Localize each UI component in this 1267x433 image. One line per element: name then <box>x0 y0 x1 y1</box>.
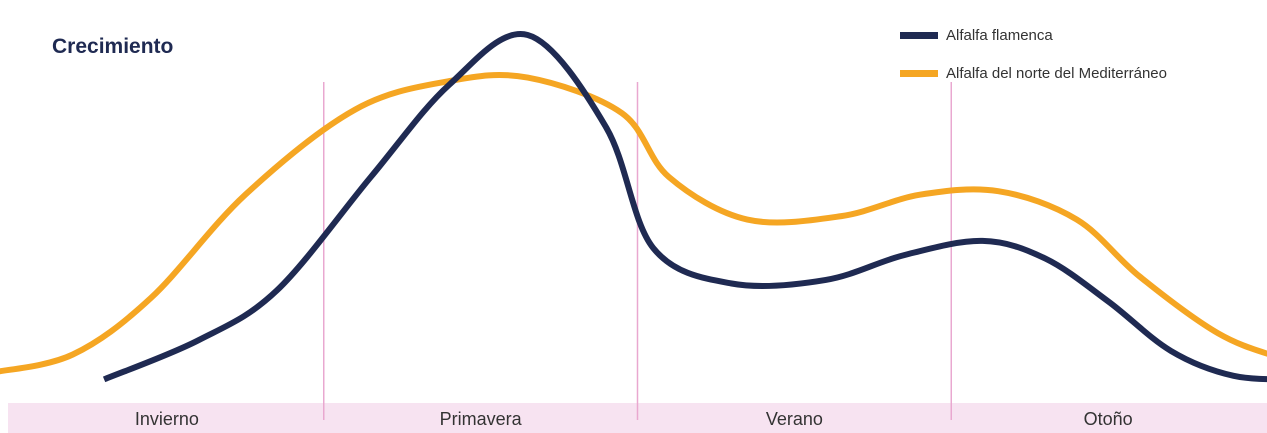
season-label-4: Otoño <box>1084 409 1133 429</box>
legend-label-2: Alfalfa del norte del Mediterráneo <box>946 65 1167 82</box>
series-line-1 <box>102 31 1267 383</box>
season-label-3: Verano <box>766 409 823 429</box>
legend-label-1: Alfalfa flamenca <box>946 27 1053 44</box>
legend-swatch-2 <box>900 70 938 77</box>
chart-title: Crecimiento <box>52 35 173 58</box>
series-line-2 <box>0 71 1267 375</box>
legend-swatch-1 <box>900 32 938 39</box>
season-label-1: Invierno <box>135 409 199 429</box>
season-dividers <box>323 82 952 420</box>
season-labels: Invierno Primavera Verano Otoño <box>135 409 1133 429</box>
season-label-2: Primavera <box>440 409 523 429</box>
legend: Alfalfa flamenca Alfalfa del norte del Me… <box>900 27 1167 82</box>
series-lines <box>0 31 1267 383</box>
